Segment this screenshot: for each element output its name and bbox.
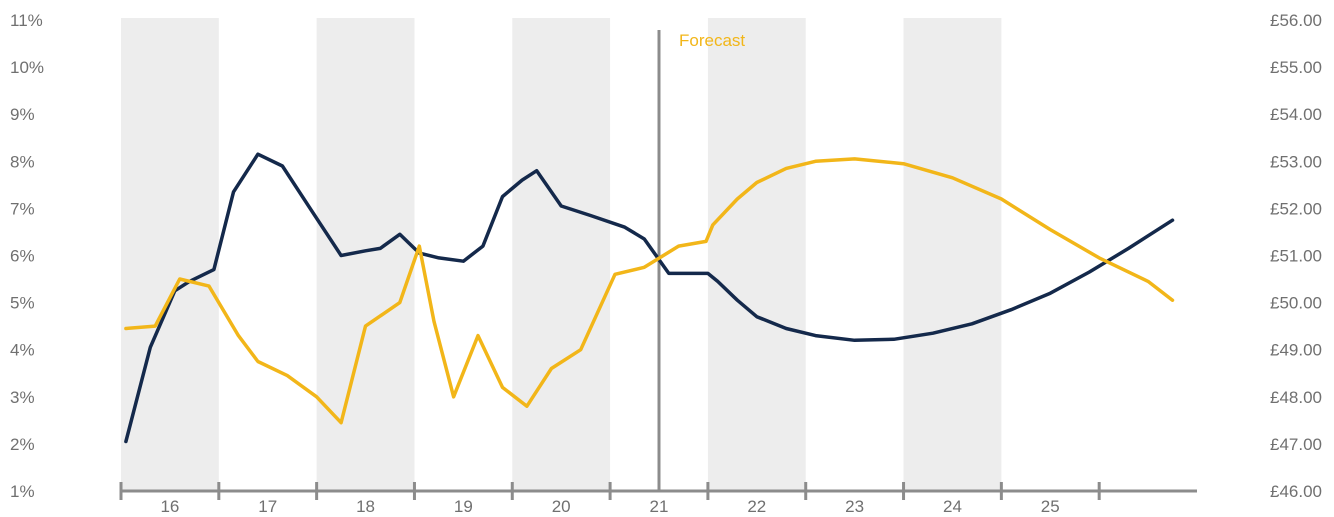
- left-y-tick-label: 3%: [10, 388, 35, 407]
- x-tick-label-23: 23: [845, 497, 864, 516]
- series-lines: [124, 152, 1175, 444]
- shaded-band-22: [707, 18, 806, 491]
- x-tick-label-20: 20: [552, 497, 571, 516]
- right-y-tick-label: £50.00: [1270, 294, 1322, 313]
- left-y-tick-label: 8%: [10, 152, 35, 171]
- right-y-tick-label: £48.00: [1270, 388, 1322, 407]
- x-tick-label-24: 24: [943, 497, 962, 516]
- x-tick-label-22: 22: [747, 497, 766, 516]
- left-y-tick-label: 5%: [10, 294, 35, 313]
- right-y-tick-label: £51.00: [1270, 247, 1322, 266]
- shaded-band-24: [903, 18, 1002, 491]
- right-y-tick-label: £52.00: [1270, 199, 1322, 218]
- right-y-tick-label: £46.00: [1270, 482, 1322, 501]
- x-axis: 16 17 18 19 20 21 22 23 24 25: [119, 482, 1197, 516]
- left-y-tick-label: 9%: [10, 105, 35, 124]
- right-y-tick-label: £53.00: [1270, 152, 1322, 171]
- shaded-band-20: [512, 18, 611, 491]
- left-y-axis: 1% 2% 3% 4% 5% 6% 7% 8% 9% 10% 11%: [10, 11, 44, 501]
- left-y-tick-label: 11%: [10, 11, 43, 30]
- right-y-tick-label: £56.00: [1270, 11, 1322, 30]
- right-y-tick-label: £55.00: [1270, 58, 1322, 77]
- shaded-year-bands: [121, 18, 1002, 491]
- x-tick-label-18: 18: [356, 497, 375, 516]
- right-y-tick-label: £54.00: [1270, 105, 1322, 124]
- x-tick-label-19: 19: [454, 497, 473, 516]
- forecast-label: Forecast: [679, 31, 745, 50]
- left-y-tick-label: 7%: [10, 199, 35, 218]
- right-y-tick-label: £47.00: [1270, 435, 1322, 454]
- right-y-tick-label: £49.00: [1270, 341, 1322, 360]
- left-y-tick-label: 4%: [10, 341, 35, 360]
- x-tick-label-16: 16: [160, 497, 179, 516]
- left-y-tick-label: 1%: [10, 482, 35, 501]
- left-y-tick-label: 6%: [10, 247, 35, 266]
- left-y-tick-label: 2%: [10, 435, 35, 454]
- series-line-2: [124, 157, 1175, 425]
- shaded-band-16: [121, 18, 219, 491]
- shaded-band-18: [316, 18, 415, 491]
- x-tick-label-25: 25: [1041, 497, 1060, 516]
- series-line-1: [124, 152, 1175, 444]
- left-y-tick-label: 10%: [10, 58, 44, 77]
- x-tick-label-21: 21: [650, 497, 669, 516]
- x-tick-label-17: 17: [258, 497, 277, 516]
- right-y-axis: £46.00 £47.00 £48.00 £49.00 £50.00 £51.00 £52.…: [1270, 11, 1322, 501]
